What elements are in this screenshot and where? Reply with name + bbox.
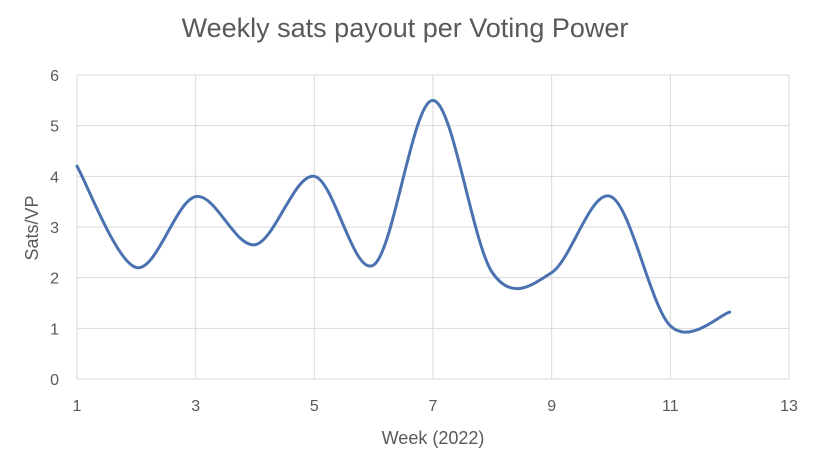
data-point-week-10: [608, 194, 614, 200]
chart-title: Weekly sats payout per Voting Power: [182, 13, 629, 43]
x-tick-label: 1: [73, 398, 82, 415]
x-tick-label: 3: [191, 398, 200, 415]
x-tick-label: 7: [429, 398, 438, 415]
x-tick-label: 9: [547, 398, 556, 415]
data-point-week-1: [74, 163, 80, 169]
series-line: [75, 98, 732, 334]
data-point-week-2: [133, 265, 139, 271]
series-layer: [74, 97, 733, 334]
y-tick-label: 1: [50, 321, 59, 338]
y-tick-label: 4: [50, 169, 59, 186]
x-axis-label: Week (2022): [382, 428, 485, 448]
x-tick-label: 11: [662, 398, 679, 415]
data-point-week-6: [371, 262, 377, 268]
x-tick-labels: 1 3 5 7 9 11 13: [73, 398, 798, 415]
data-point-week-5: [311, 173, 317, 179]
y-tick-label: 2: [50, 271, 59, 288]
y-gridlines: [77, 74, 789, 380]
data-point-week-3: [193, 194, 199, 200]
data-point-week-9: [549, 270, 555, 276]
y-tick-label: 5: [50, 119, 59, 136]
data-point-week-7: [430, 97, 436, 103]
data-point-week-8: [489, 270, 495, 276]
y-tick-label: 3: [50, 220, 59, 237]
x-tick-label: 5: [310, 398, 319, 415]
data-point-week-11: [667, 323, 673, 329]
data-point-week-4: [252, 242, 258, 248]
data-point-week-12: [727, 309, 733, 315]
y-axis-label: Sats/VP: [22, 195, 42, 260]
y-tick-labels: 0 1 2 3 4 5 6: [50, 68, 59, 389]
y-tick-label: 0: [50, 372, 59, 389]
x-tick-label: 13: [780, 398, 798, 415]
y-tick-label: 6: [50, 68, 59, 85]
